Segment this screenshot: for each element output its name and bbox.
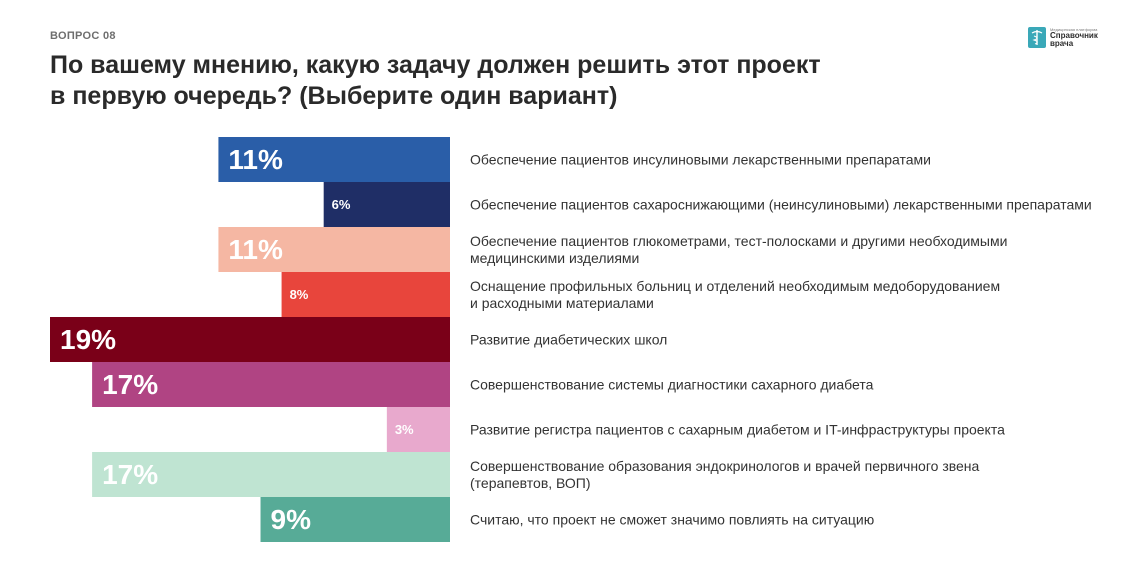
bar-value-label-2: 6%	[332, 197, 351, 212]
bar-2	[323, 182, 450, 227]
bar-value-label-4: 8%	[290, 287, 309, 302]
category-label-line: медицинскими изделиями	[470, 250, 639, 266]
bar-7	[386, 407, 450, 452]
category-label-4: Оснащение профильных больниц и отделений…	[470, 278, 1000, 311]
logo: Медицинская платформа Справочник врача	[1028, 27, 1098, 48]
category-label-9: Считаю, что проект не сможет значимо пов…	[470, 512, 874, 528]
logo-tagline: Медицинская платформа	[1050, 27, 1098, 32]
bar-value-label-6: 17%	[102, 369, 158, 400]
category-label-8: Совершенствование образования эндокринол…	[470, 458, 980, 491]
category-label-line: Обеспечение пациентов сахароснижающими (…	[470, 197, 1092, 213]
bar-value-label-5: 19%	[60, 324, 116, 355]
title-line-2: в первую очередь? (Выберите один вариант…	[50, 82, 618, 110]
category-label-line: Оснащение профильных больниц и отделений…	[470, 278, 1000, 294]
bar-9	[260, 497, 450, 542]
category-label-line: Считаю, что проект не сможет значимо пов…	[470, 512, 874, 528]
category-label-line: Развитие диабетических школ	[470, 332, 667, 348]
bar-value-label-9: 9%	[271, 504, 312, 535]
category-label-6: Совершенствование системы диагностики са…	[470, 377, 874, 393]
caduceus-icon	[1028, 27, 1046, 48]
category-label-line: Обеспечение пациентов глюкометрами, тест…	[470, 233, 1007, 249]
category-label-7: Развитие регистра пациентов с сахарным д…	[470, 422, 1005, 438]
question-label: ВОПРОС 08	[50, 30, 116, 42]
category-label-5: Развитие диабетических школ	[470, 332, 667, 348]
category-label-line: Обеспечение пациентов инсулиновыми лекар…	[470, 152, 931, 168]
bar-value-label-1: 11%	[228, 144, 283, 175]
page-title: По вашему мнению, какую задачу должен ре…	[50, 50, 950, 112]
logo-name-line-1: Справочник	[1050, 31, 1098, 40]
bar-6	[92, 362, 451, 407]
category-label-line: и расходными материалами	[470, 295, 654, 311]
category-label-3: Обеспечение пациентов глюкометрами, тест…	[470, 233, 1007, 266]
title-line-1: По вашему мнению, какую задачу должен ре…	[50, 51, 821, 79]
bar-1	[218, 137, 450, 182]
bar-5	[50, 317, 450, 362]
logo-text: Медицинская платформа Справочник врача	[1050, 27, 1098, 48]
category-label-line: Совершенствование образования эндокринол…	[470, 458, 980, 474]
category-label-1: Обеспечение пациентов инсулиновыми лекар…	[470, 152, 931, 168]
category-label-line: Совершенствование системы диагностики са…	[470, 377, 874, 393]
category-label-line: Развитие регистра пациентов с сахарным д…	[470, 422, 1005, 438]
category-label-line: (терапевтов, ВОП)	[470, 475, 591, 491]
category-label-2: Обеспечение пациентов сахароснижающими (…	[470, 197, 1092, 213]
bar-3	[218, 227, 450, 272]
bar-value-label-8: 17%	[102, 459, 158, 490]
logo-name-line-2: врача	[1050, 39, 1074, 48]
bar-value-label-3: 11%	[228, 234, 283, 265]
bar-value-label-7: 3%	[395, 422, 414, 437]
bar-4	[281, 272, 450, 317]
bar-8	[92, 452, 451, 497]
